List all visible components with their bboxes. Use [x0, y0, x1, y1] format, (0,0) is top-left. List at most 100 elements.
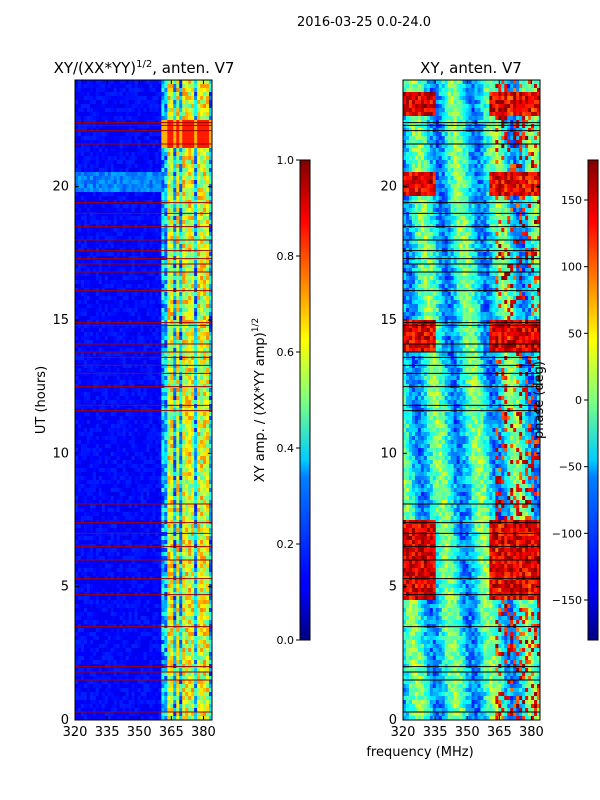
amplitude-cell [119, 464, 124, 469]
amplitude-cell [203, 156, 207, 161]
amplitude-cell [80, 300, 85, 305]
amplitude-cell [89, 104, 94, 109]
amplitude-cell [92, 220, 97, 225]
amplitude-cell [89, 432, 94, 437]
amplitude-cell [104, 460, 109, 465]
amplitude-cell [134, 260, 138, 265]
amplitude-cell [143, 424, 147, 429]
amplitude-cell [194, 168, 198, 173]
amplitude-cell [182, 296, 186, 301]
amplitude-cell [80, 192, 85, 197]
amplitude-cell [152, 108, 156, 113]
amplitude-cell [86, 180, 91, 185]
amplitude-cell [185, 404, 189, 409]
amplitude-cell [98, 268, 103, 273]
amplitude-cell [80, 468, 85, 473]
amplitude-cell [134, 468, 138, 473]
amplitude-cell [176, 432, 180, 437]
amplitude-cell [140, 332, 144, 337]
amplitude-cell [113, 212, 118, 217]
amplitude-cell [75, 424, 79, 429]
amplitude-cell [104, 240, 109, 245]
amplitude-cell [149, 444, 153, 449]
amplitude-cell [209, 272, 213, 277]
amplitude-cell [137, 500, 141, 505]
amplitude-cell [83, 392, 88, 397]
amplitude-cell [188, 284, 192, 289]
amplitude-cell [101, 340, 106, 345]
amplitude-cell [140, 244, 144, 249]
amplitude-cell [143, 312, 147, 317]
amplitude-cell [149, 168, 153, 173]
amplitude-cell [131, 476, 135, 481]
amplitude-cell [86, 144, 91, 149]
amplitude-cell [86, 332, 91, 337]
amplitude-cell [95, 344, 100, 349]
amplitude-cell [116, 360, 121, 365]
amplitude-cell [140, 132, 144, 137]
amplitude-cell [197, 116, 201, 121]
amplitude-cell [179, 228, 183, 233]
amplitude-cell [113, 472, 118, 477]
amplitude-cell [92, 444, 97, 449]
amplitude-cell [173, 280, 177, 285]
amplitude-cell [134, 336, 138, 341]
amplitude-cell [95, 356, 100, 361]
amplitude-cell [92, 104, 97, 109]
amplitude-cell [149, 464, 153, 469]
amplitude-cell [128, 232, 132, 237]
amplitude-cell [110, 84, 115, 89]
amplitude-cell [155, 504, 159, 509]
amplitude-cell [146, 328, 150, 333]
amplitude-cell [185, 444, 189, 449]
amplitude-cell [113, 144, 118, 149]
amplitude-cell [95, 156, 100, 161]
amplitude-cell [80, 452, 85, 457]
amplitude-cell [113, 368, 118, 373]
amplitude-cell [98, 400, 103, 405]
amplitude-cell [173, 100, 177, 105]
amplitude-cell [86, 292, 91, 297]
amplitude-cell [131, 236, 135, 241]
amplitude-cell [164, 496, 168, 501]
amplitude-cell [110, 416, 115, 421]
amplitude-cell [137, 380, 141, 385]
amplitude-cell [209, 436, 213, 441]
amplitude-cell [89, 108, 94, 113]
amplitude-cell [158, 184, 162, 189]
amplitude-cell [200, 492, 204, 497]
amplitude-cell [179, 112, 183, 117]
amplitude-cell [203, 192, 207, 197]
amplitude-cell [176, 436, 180, 441]
amplitude-cell [89, 380, 94, 385]
amplitude-cell [161, 284, 165, 289]
amplitude-cell [119, 84, 124, 89]
amplitude-cell [140, 428, 144, 433]
amplitude-cell [75, 88, 79, 93]
amplitude-cell [149, 260, 153, 265]
amplitude-cell [131, 404, 135, 409]
amplitude-cell [119, 336, 124, 341]
amplitude-cell [167, 276, 171, 281]
amplitude-cell [137, 148, 141, 153]
amplitude-cell [98, 420, 103, 425]
amplitude-cell [209, 404, 213, 409]
amplitude-cell [188, 216, 192, 221]
amplitude-cell [131, 300, 135, 305]
amplitude-cell [149, 392, 153, 397]
amplitude-cell [188, 376, 192, 381]
amplitude-cell [107, 512, 112, 517]
amplitude-cell [125, 92, 130, 97]
amplitude-cell [113, 352, 118, 357]
amplitude-cell [182, 144, 186, 149]
amplitude-cell [104, 176, 109, 181]
amplitude-cell [167, 192, 171, 197]
amplitude-cell [167, 336, 171, 341]
amplitude-cell [173, 92, 177, 97]
amplitude-cell [155, 392, 159, 397]
amplitude-cell [164, 372, 168, 377]
amplitude-cell [89, 420, 94, 425]
amplitude-cell [149, 212, 153, 217]
amplitude-cell [170, 352, 174, 357]
amplitude-cell [152, 344, 156, 349]
